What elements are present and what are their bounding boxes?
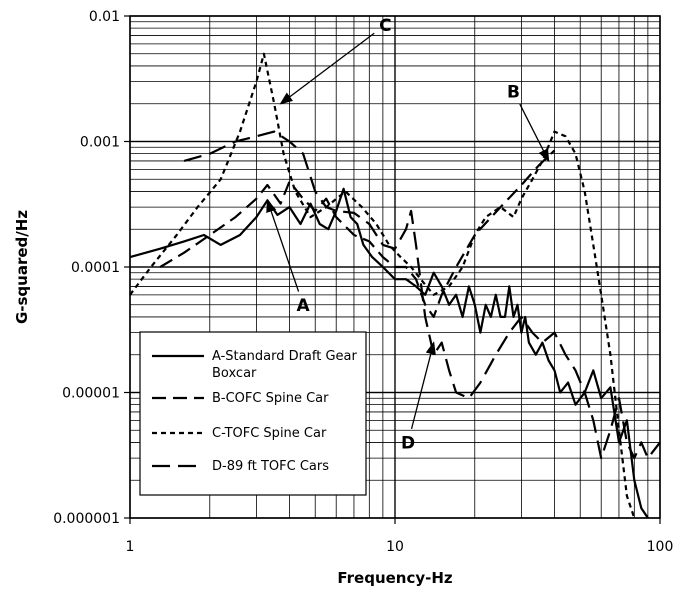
grid bbox=[129, 15, 661, 519]
series-layer bbox=[129, 52, 661, 519]
axis-ticks: 1 10 100 0.000001 0.00001 0.0001 0.001 0.01 bbox=[53, 9, 673, 555]
y-tick-label: 0.001 bbox=[80, 135, 120, 151]
annotation-label: B bbox=[507, 83, 520, 103]
legend-label-c: C-TOFC Spine Car bbox=[212, 426, 327, 441]
x-tick-label: 100 bbox=[647, 539, 674, 555]
series-line-a bbox=[129, 187, 649, 519]
legend-box bbox=[139, 331, 367, 496]
annotation-arrow bbox=[266, 199, 300, 292]
y-tick-label: 0.00001 bbox=[62, 386, 120, 402]
annotations-layer: A B C D bbox=[266, 16, 550, 453]
series-line-d bbox=[183, 130, 661, 460]
legend-label-a: A-Standard Draft Gear Boxcar bbox=[212, 349, 358, 381]
annotation-label: A bbox=[297, 296, 311, 316]
y-axis-label: G-squared/Hz bbox=[13, 210, 31, 324]
legend-label-d: D-89 ft TOFC Cars bbox=[212, 459, 329, 474]
series-line-c bbox=[129, 52, 636, 519]
annotation-label: C bbox=[379, 16, 391, 36]
annotation-arrow bbox=[279, 32, 375, 105]
x-tick-label: 1 bbox=[126, 539, 135, 555]
y-tick-label: 0.01 bbox=[89, 9, 120, 25]
series-line-b bbox=[159, 149, 556, 318]
legend-label-b: B-COFC Spine Car bbox=[212, 391, 329, 406]
x-axis-label: Frequency-Hz bbox=[337, 569, 453, 587]
y-tick-label: 0.0001 bbox=[71, 260, 120, 276]
legend: A-Standard Draft Gear Boxcar B-COFC Spine … bbox=[139, 331, 367, 496]
y-tick-label: 0.000001 bbox=[53, 511, 120, 527]
annotation-label: D bbox=[401, 433, 415, 453]
x-tick-label: 10 bbox=[386, 539, 404, 555]
annotation-arrow bbox=[410, 341, 436, 430]
annotation-arrow bbox=[519, 103, 550, 163]
